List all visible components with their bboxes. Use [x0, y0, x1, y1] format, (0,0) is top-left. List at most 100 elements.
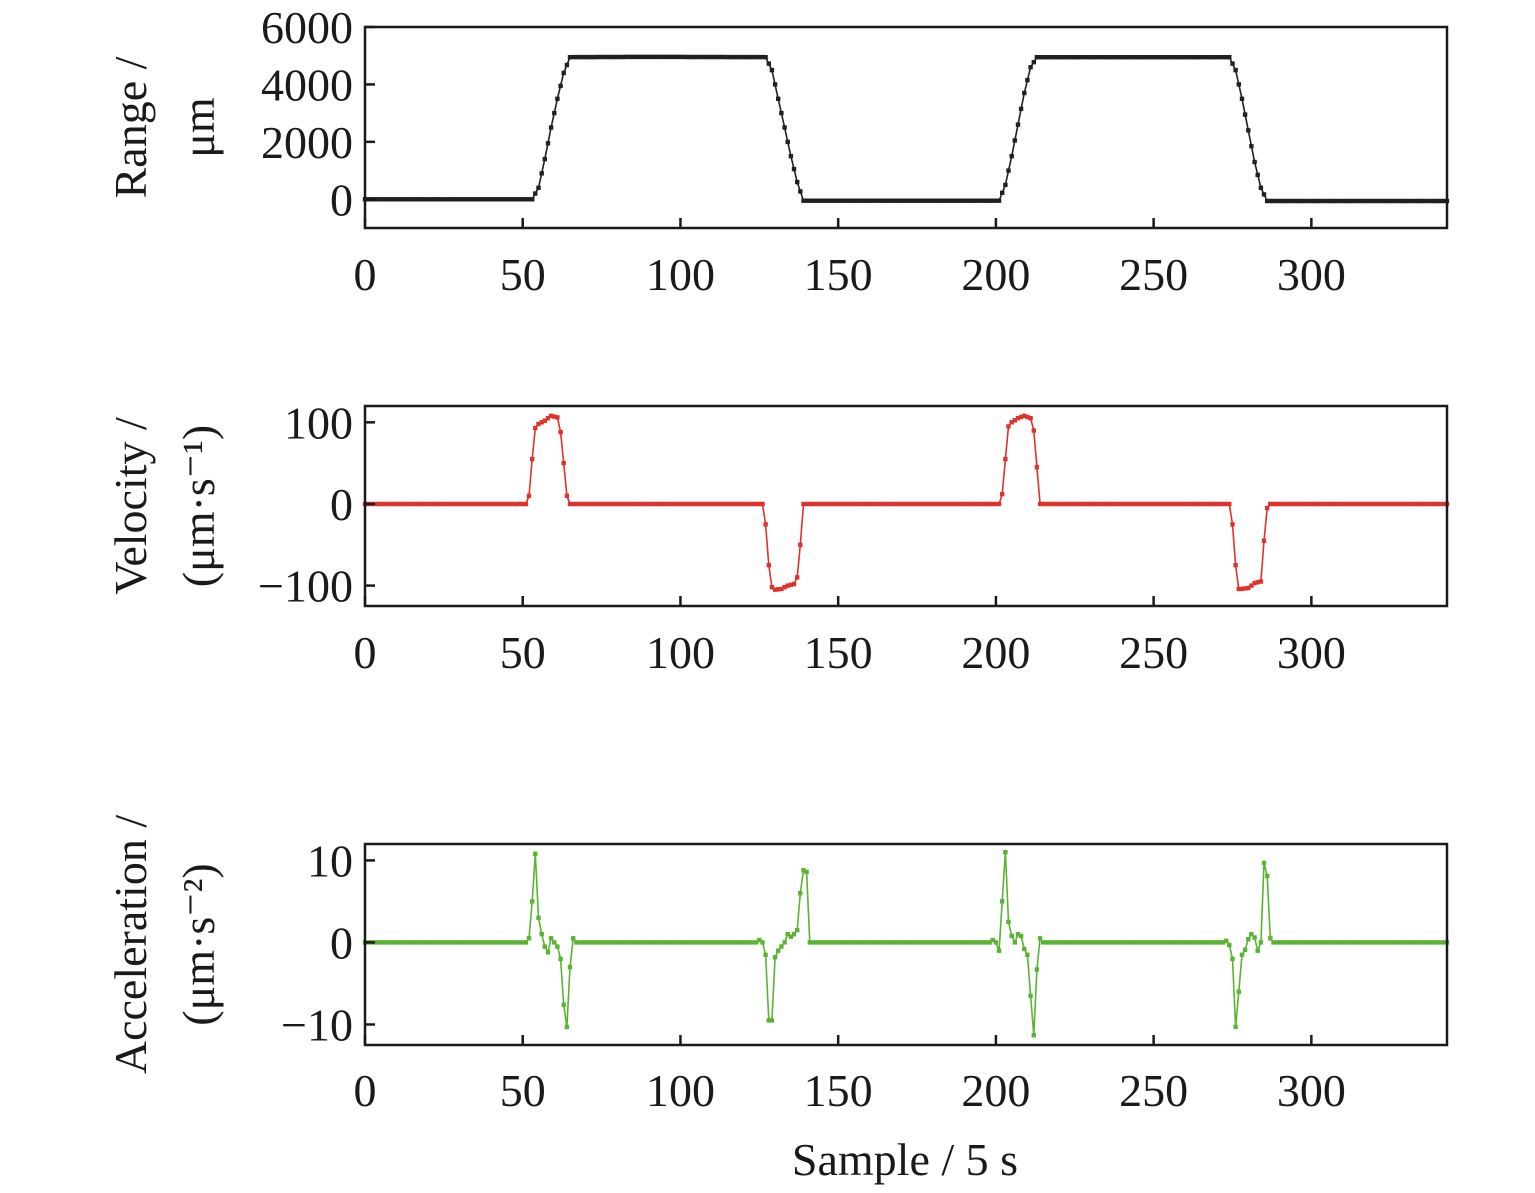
velocity-data-point: [375, 501, 380, 507]
range-data-point: [757, 54, 762, 60]
acceleration-data-point: [526, 936, 532, 941]
acceleration-data-point: [558, 956, 563, 962]
range-data-point: [1094, 55, 1099, 60]
range-data-point: [1031, 60, 1036, 65]
acceleration-data-point: [1425, 940, 1431, 945]
velocity-y-tick-label: 0: [330, 479, 353, 530]
range-data-point: [375, 197, 380, 202]
range-data-point: [1416, 198, 1421, 204]
range-data-point: [425, 197, 431, 202]
acceleration-data-point: [1135, 940, 1141, 945]
velocity-data-point: [1018, 414, 1024, 420]
range-data-point: [643, 54, 648, 60]
acceleration-data-point: [384, 940, 390, 945]
velocity-data-point: [476, 501, 481, 507]
velocity-data-point: [908, 501, 913, 507]
velocity-data-point: [684, 501, 689, 507]
acceleration-data-point: [1375, 940, 1380, 945]
acceleration-data-point: [1362, 940, 1368, 945]
velocity-data-point: [854, 501, 860, 507]
range-data-point: [1000, 190, 1005, 195]
velocity-data-point: [987, 501, 992, 507]
range-data-point: [545, 141, 551, 146]
acceleration-data-point: [533, 851, 538, 856]
acceleration-data-point: [1397, 940, 1402, 945]
acceleration-data-point: [810, 940, 816, 945]
acceleration-data-point: [1413, 940, 1418, 945]
acceleration-data-point: [722, 940, 727, 945]
velocity-data-point: [1438, 501, 1443, 507]
acceleration-data-point: [1258, 940, 1264, 945]
range-data-point: [798, 189, 803, 194]
velocity-data-point: [716, 501, 721, 507]
velocity-data-point: [703, 501, 708, 507]
range-data-point: [728, 54, 734, 60]
acceleration-data-point: [877, 940, 882, 945]
range-data-point: [883, 198, 888, 203]
velocity-data-point: [921, 501, 926, 507]
range-data-point: [990, 198, 995, 203]
acceleration-data-point: [1277, 940, 1282, 945]
velocity-data-point: [952, 501, 958, 507]
velocity-data-point: [448, 501, 453, 507]
velocity-data-point: [735, 501, 740, 507]
acceleration-data-point: [892, 940, 898, 945]
velocity-data-point: [933, 501, 939, 507]
velocity-data-point: [542, 418, 547, 423]
range-data-point: [511, 197, 516, 202]
range-data-point: [1306, 198, 1311, 204]
range-data-point: [1082, 55, 1087, 60]
velocity-data-point: [1003, 456, 1008, 462]
velocity-data-point: [760, 501, 765, 507]
range-data-point: [867, 198, 872, 203]
range-data-point: [1189, 55, 1194, 60]
acceleration-data-point: [1321, 940, 1327, 945]
velocity-data-point: [725, 501, 730, 507]
range-data-point: [1034, 55, 1040, 60]
range-data-point: [492, 197, 497, 202]
acceleration-data-point: [1334, 940, 1339, 945]
range-data-point: [485, 197, 491, 202]
range-data-point: [1227, 55, 1232, 60]
range-data-point: [1321, 198, 1327, 204]
acceleration-data-point: [523, 940, 529, 945]
acceleration-data-point: [618, 940, 623, 945]
velocity-data-point: [432, 501, 437, 507]
acceleration-data-point: [564, 1024, 570, 1030]
velocity-y-axis-label-line1: Velocity /: [105, 417, 156, 595]
acceleration-data-point: [1410, 940, 1415, 945]
acceleration-data-point: [593, 940, 598, 945]
range-data-point: [1372, 198, 1377, 204]
acceleration-data-point: [1119, 940, 1125, 945]
range-panel: 0 50 100 150 200 250 300 0 2000 4000 6000 Range / μm: [105, 2, 1450, 300]
acceleration-data-point: [848, 940, 853, 945]
acceleration-data-point: [1142, 940, 1147, 945]
range-data-point: [394, 197, 399, 202]
acceleration-data-point: [1069, 940, 1074, 945]
acceleration-data-point: [1056, 940, 1062, 945]
range-data-point: [1283, 198, 1289, 204]
acceleration-data-point: [1028, 993, 1033, 998]
range-data-point: [1328, 198, 1333, 204]
velocity-data-point: [886, 501, 891, 507]
acceleration-data-point: [671, 940, 677, 945]
range-data-point: [1003, 182, 1008, 188]
velocity-data-point: [1085, 501, 1090, 507]
acceleration-data-point: [1422, 940, 1428, 945]
velocity-data-point: [1031, 428, 1036, 433]
range-data-point: [694, 54, 699, 60]
range-data-point: [1050, 55, 1055, 60]
velocity-data-point: [949, 501, 954, 507]
acceleration-data-point: [1435, 940, 1440, 945]
acceleration-data-point: [659, 940, 664, 945]
velocity-data-point: [1097, 501, 1103, 507]
velocity-data-point: [1432, 501, 1437, 507]
acceleration-data-point: [577, 940, 582, 945]
range-data-point: [760, 54, 765, 60]
range-data-point: [593, 54, 598, 60]
range-data-point: [1410, 198, 1415, 204]
range-data-point: [1233, 67, 1238, 73]
velocity-data-point: [1053, 501, 1058, 507]
